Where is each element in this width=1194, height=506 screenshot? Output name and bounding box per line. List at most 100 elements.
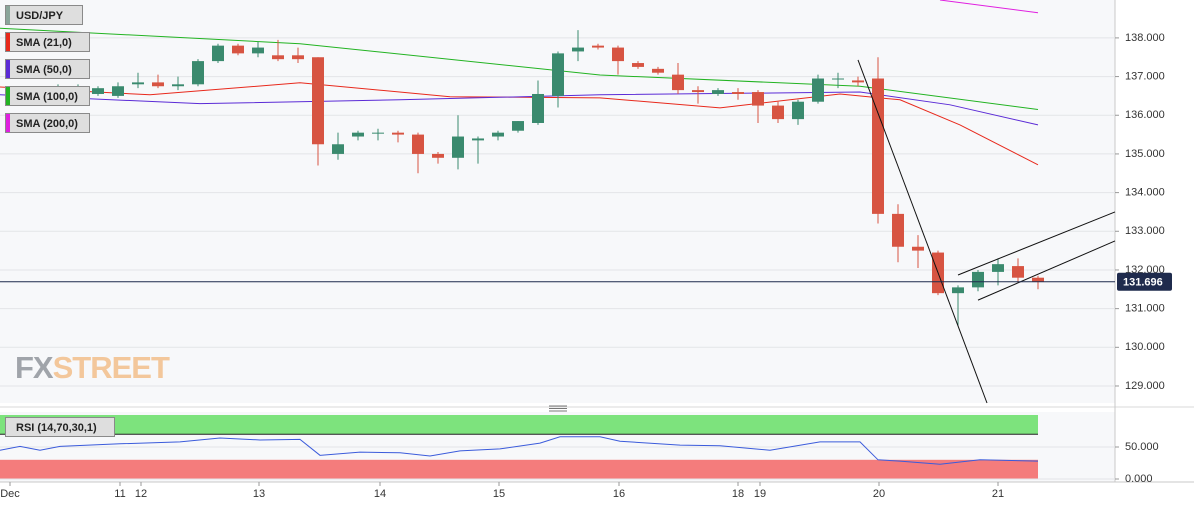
y-tick-label: 130.000	[1125, 341, 1165, 353]
x-tick-label: 12	[135, 488, 147, 500]
rsi-box[interactable]: RSI (14,70,30,1)	[5, 417, 115, 437]
candle-body	[172, 84, 184, 87]
x-tick-label: Dec	[0, 488, 20, 500]
candle-body	[232, 45, 244, 54]
watermark-fx: FX	[15, 350, 54, 385]
candle-body	[432, 153, 444, 158]
x-tick-label: 21	[992, 488, 1004, 500]
candle-body	[152, 82, 164, 87]
x-tick-label: 15	[493, 488, 505, 500]
trend-line	[977, 240, 1116, 301]
candle-body	[712, 90, 724, 94]
legend-label: SMA (100,0)	[16, 91, 78, 103]
legend-swatch	[6, 87, 10, 105]
trend-line	[957, 211, 1116, 276]
watermark: FXSTREET	[15, 350, 170, 385]
candle-body	[352, 132, 364, 137]
legend-swatch	[6, 114, 10, 132]
candle-body	[512, 121, 524, 131]
x-tick-label: 11	[114, 488, 125, 500]
candle-body	[672, 74, 684, 91]
rsi-label: RSI (14,70,30,1)	[16, 422, 97, 434]
candle-body	[592, 45, 604, 48]
legend-item[interactable]: SMA (50,0)	[5, 59, 90, 79]
candle-body	[872, 78, 884, 214]
y-tick-label: 136.000	[1125, 109, 1165, 121]
legend-label: SMA (200,0)	[16, 118, 78, 130]
candle-body	[952, 287, 964, 294]
candle-body	[492, 132, 504, 137]
sma-line	[0, 82, 1039, 166]
candle-body	[892, 213, 904, 247]
candle-body	[1032, 277, 1044, 282]
legend-item[interactable]: SMA (100,0)	[5, 86, 90, 106]
x-tick-label: 20	[873, 488, 885, 500]
plot-layer: 129.000130.000131.000132.000133.000134.0…	[0, 0, 1172, 500]
legend-item[interactable]: SMA (21,0)	[5, 32, 90, 52]
y-tick-label: 135.000	[1125, 148, 1165, 160]
trend-line	[857, 59, 988, 404]
sma-line	[939, 0, 1039, 14]
candle-body	[652, 68, 664, 73]
candle-body	[372, 132, 384, 134]
candle-body	[552, 53, 564, 96]
legend-label: SMA (21,0)	[16, 37, 72, 49]
candle-body	[252, 47, 264, 54]
y-tick-label: 129.000	[1125, 380, 1165, 392]
x-tick-label: 16	[613, 488, 625, 500]
candle-body	[472, 138, 484, 141]
candle-body	[752, 92, 764, 106]
legend-label: SMA (50,0)	[16, 64, 72, 76]
candle-body	[812, 78, 824, 102]
rsi-line	[0, 436, 1039, 465]
symbol-label: USD/JPY	[16, 10, 64, 22]
rsi-band	[0, 459, 1038, 479]
candle-body	[1012, 266, 1024, 278]
candle-body	[632, 63, 644, 67]
y-tick-label: 134.000	[1125, 187, 1165, 199]
legend-swatch	[6, 33, 10, 51]
last-price-label: 131.696	[1123, 277, 1163, 289]
candle-body	[192, 61, 204, 85]
y-tick-label: 133.000	[1125, 225, 1165, 237]
x-tick-label: 19	[754, 488, 766, 500]
splitter[interactable]	[549, 405, 567, 412]
candle-body	[572, 47, 584, 52]
x-tick-label: 14	[374, 488, 386, 500]
x-tick-label: 13	[253, 488, 265, 500]
candle-body	[92, 88, 104, 94]
y-tick-label: 50.000	[1125, 441, 1159, 453]
candle-body	[452, 136, 464, 158]
candle-body	[772, 105, 784, 120]
sma-line	[0, 27, 1039, 110]
y-tick-label: 131.000	[1125, 303, 1165, 315]
candle-body	[852, 80, 864, 83]
candle-body	[132, 82, 144, 85]
y-tick-label: 138.000	[1125, 32, 1165, 44]
candle-body	[332, 144, 344, 154]
sma-line	[0, 91, 1039, 126]
legend-item[interactable]: SMA (200,0)	[5, 113, 90, 133]
candle-body	[692, 90, 704, 93]
y-tick-label: 137.000	[1125, 70, 1165, 82]
legend-swatch	[6, 60, 10, 78]
x-tick-label: 18	[732, 488, 744, 500]
candle-body	[312, 57, 324, 145]
candle-body	[612, 47, 624, 62]
candle-body	[212, 45, 224, 62]
candle-body	[972, 271, 984, 288]
candle-body	[532, 93, 544, 123]
candle-body	[992, 264, 1004, 272]
candle-body	[732, 92, 744, 94]
candle-body	[272, 55, 284, 60]
symbol-box[interactable]: USD/JPY	[5, 5, 83, 25]
candle-body	[912, 246, 924, 251]
last-price-box	[1117, 272, 1172, 291]
candle-body	[292, 55, 304, 60]
rsi-band	[0, 415, 1038, 435]
candle-body	[792, 101, 804, 120]
candle-body	[112, 86, 124, 96]
candle-body	[832, 78, 844, 80]
